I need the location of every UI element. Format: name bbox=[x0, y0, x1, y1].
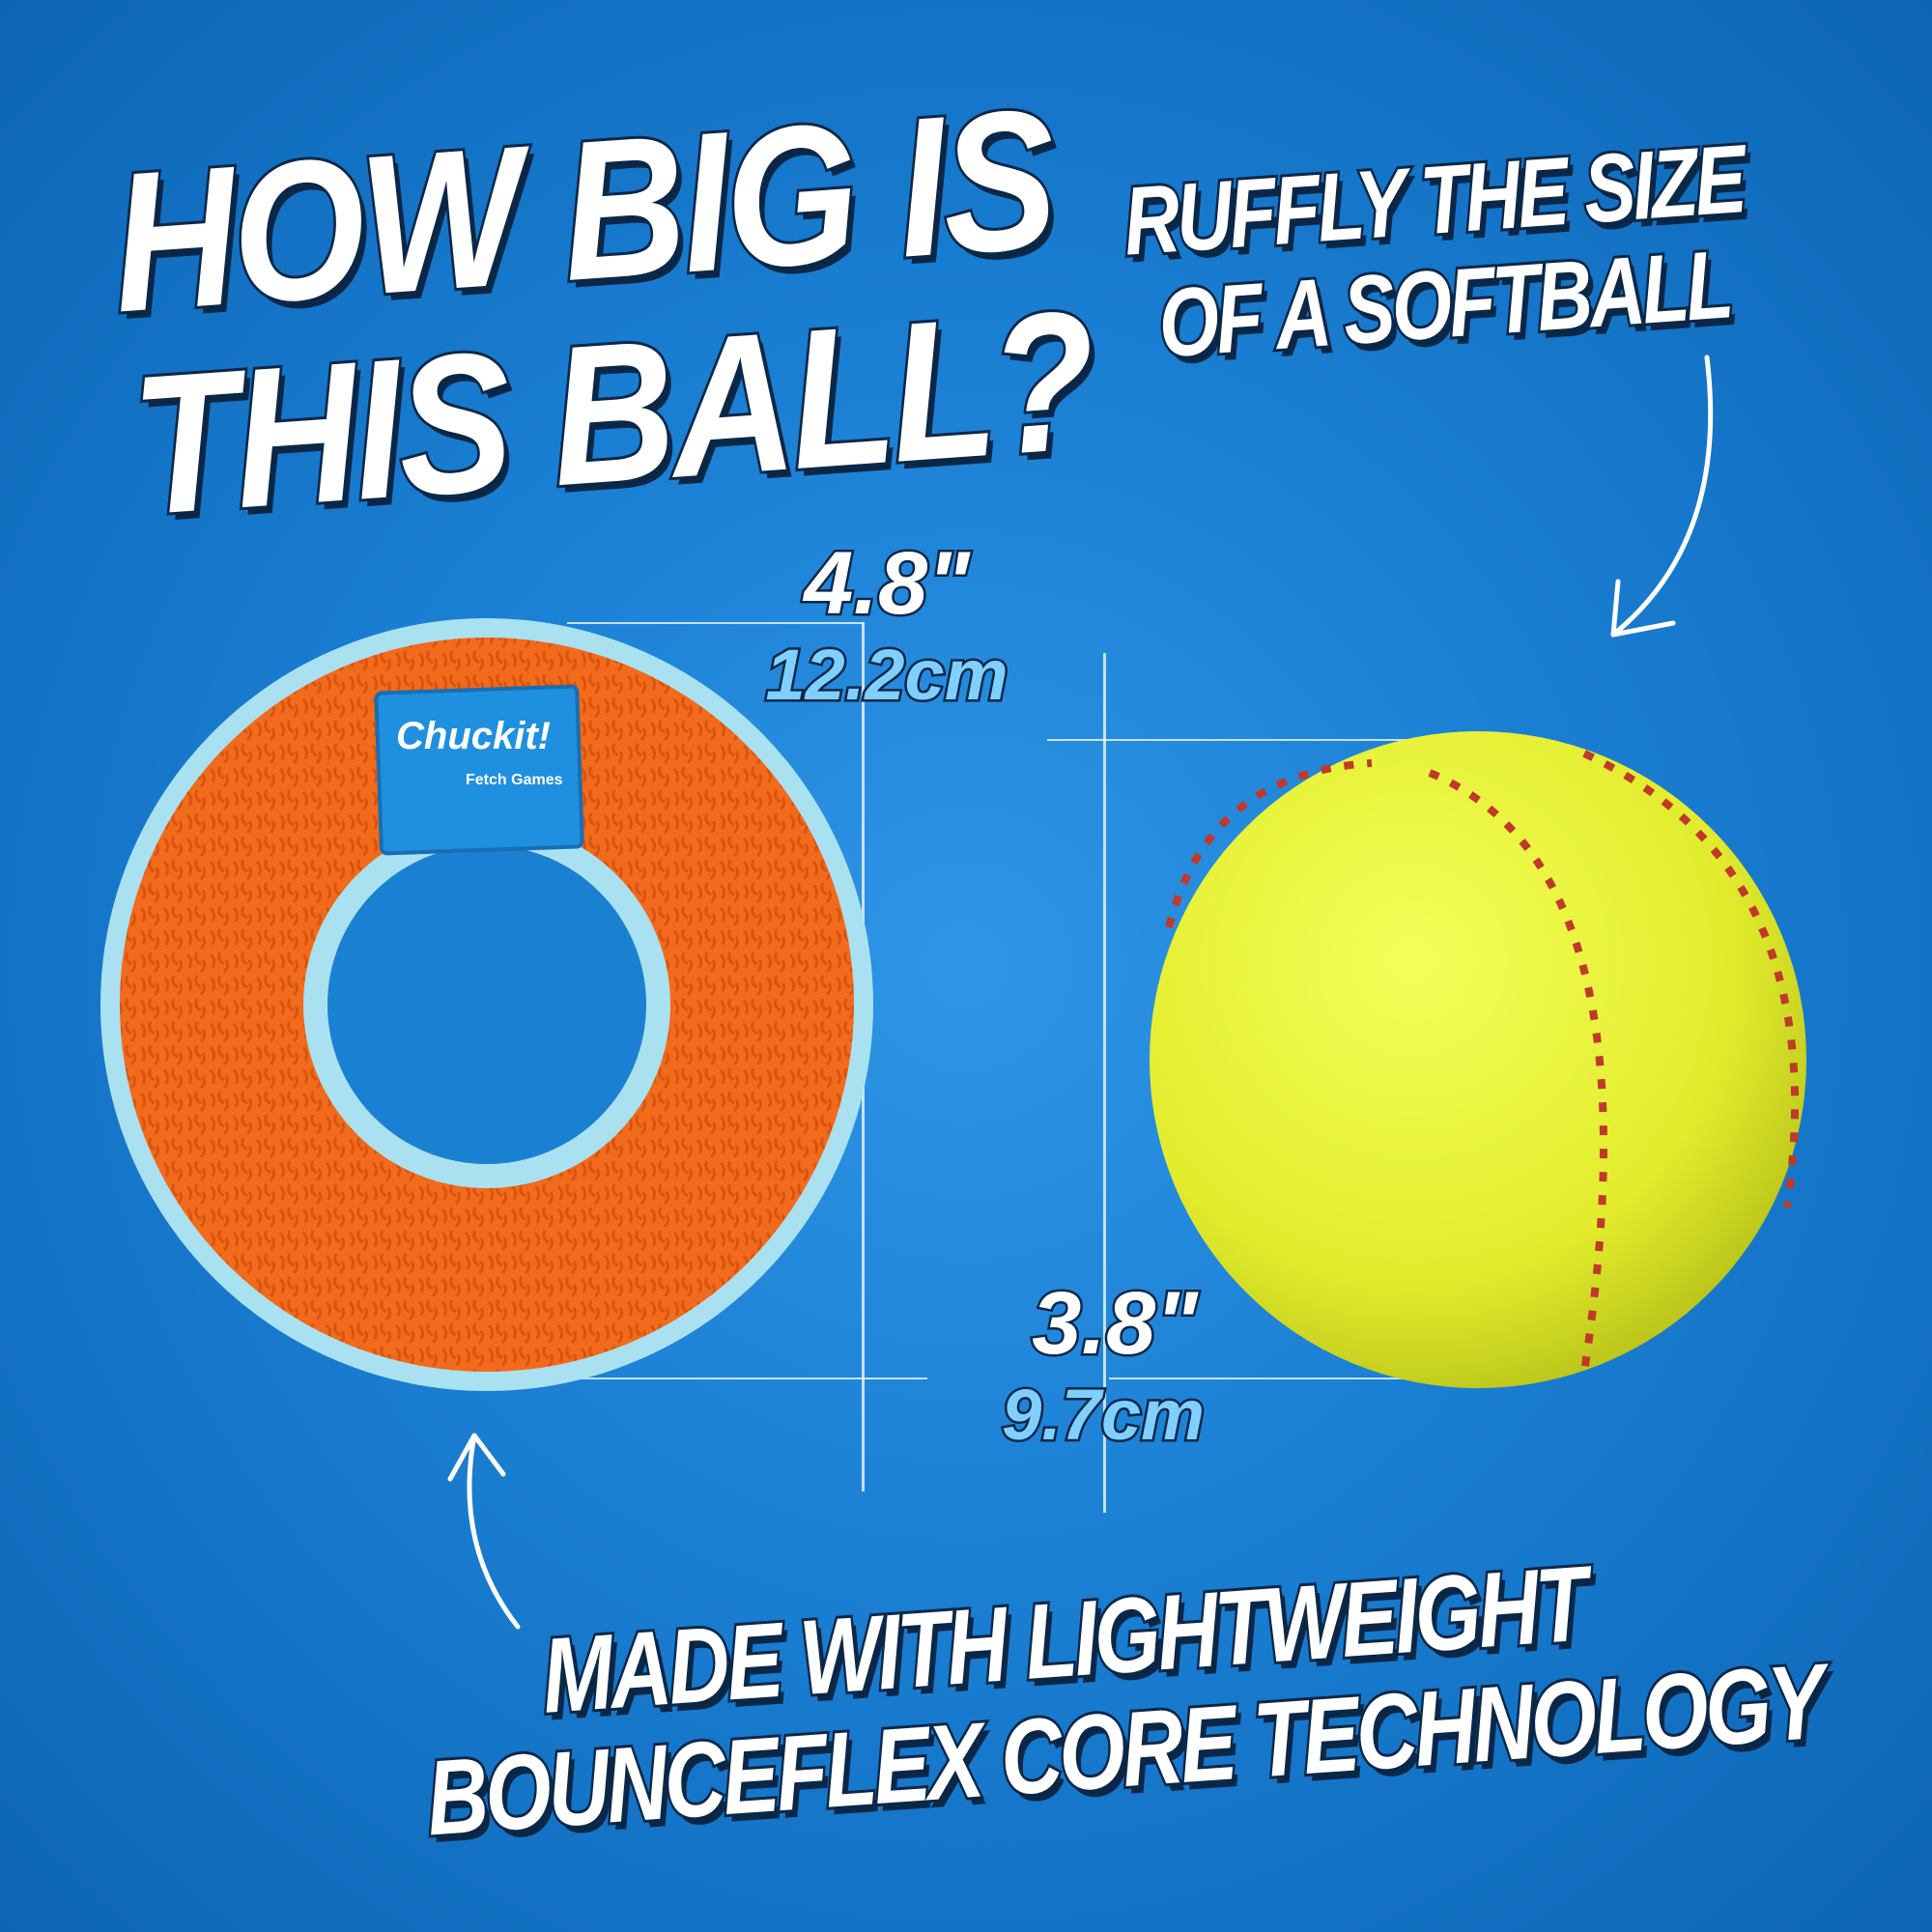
ring-top-line bbox=[567, 622, 863, 624]
ring-bottom-line bbox=[541, 1378, 927, 1379]
label-sub: Fetch Games bbox=[466, 772, 563, 788]
ball-inches: 3.8" bbox=[1030, 1274, 1201, 1373]
callout: RUFFLY THE SIZE OF A SOFTBALL bbox=[1118, 123, 1753, 382]
arrow-to-softball-icon bbox=[1610, 355, 1714, 638]
arrow-to-ring-icon bbox=[447, 1433, 521, 1630]
ball-cm: 9.7cm bbox=[1000, 1375, 1208, 1455]
label-brand: Chuckit! bbox=[396, 715, 551, 757]
ball-bottom-line bbox=[1109, 1378, 1428, 1379]
ball-height-line bbox=[1103, 653, 1106, 1513]
chuckit-label bbox=[374, 684, 584, 856]
ball-top-line bbox=[1047, 739, 1443, 741]
softball bbox=[1150, 731, 1806, 1388]
fuzzy-ring-toy bbox=[100, 618, 873, 1391]
headline: HOW BIG IS THIS BALL? bbox=[102, 65, 1102, 559]
ring-inches: 4.8" bbox=[802, 534, 973, 633]
ring-cm: 12.2cm bbox=[763, 635, 1010, 715]
